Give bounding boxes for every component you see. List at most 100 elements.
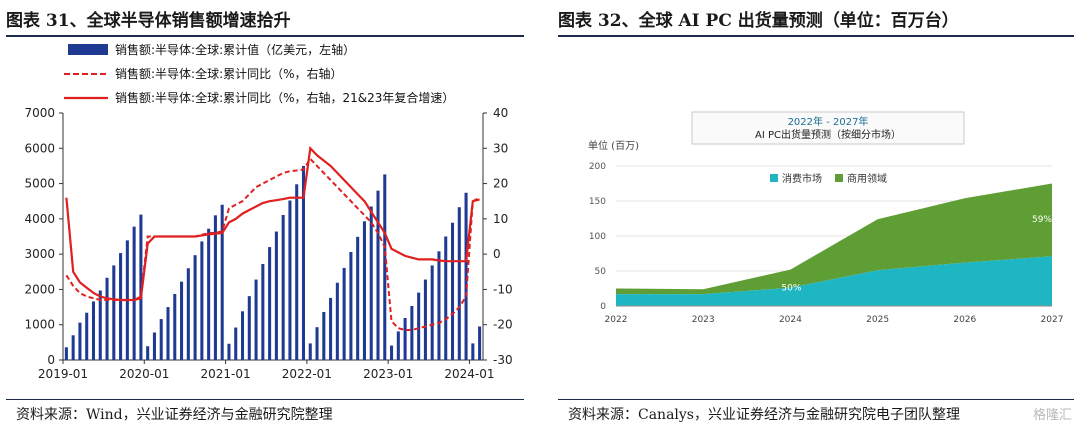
area-commercial	[616, 183, 1052, 295]
left-y-tick-label: 7000	[24, 106, 55, 120]
sales-bar	[207, 228, 211, 360]
sales-bar	[159, 319, 163, 360]
sales-bar	[261, 264, 265, 360]
sales-bar	[132, 226, 136, 360]
x-tick-label: 2019-01	[38, 367, 88, 381]
sales-bar	[329, 297, 333, 360]
x-tick-label: 2023	[692, 315, 715, 325]
sales-bar	[457, 207, 461, 360]
right-source-rule	[558, 399, 1074, 400]
chart-title-line2: AI PC出货量预测（按细分市场）	[755, 128, 901, 141]
sales-bar	[403, 318, 407, 360]
left-figure: 图表 31、全球半导体销售额增速拾升 0 1000 2000 3000 4000 5000…	[0, 0, 530, 429]
x-tick-label: 2024	[779, 315, 802, 325]
y-tick-label: 150	[589, 197, 606, 207]
right-y-tick-label: -20	[493, 318, 513, 332]
legend-swatch-commercial	[835, 174, 843, 182]
sales-bar	[315, 327, 319, 360]
sales-bar	[430, 265, 434, 360]
legend-label-solid: 销售额:半导体:全球:累计同比（%，右轴，21&23年复合增速）	[115, 90, 454, 105]
y-unit-label: 单位 (百万)	[588, 139, 639, 152]
x-tick-label: 2022-01	[282, 367, 332, 381]
sales-bar	[437, 251, 441, 360]
sales-bar	[234, 327, 238, 360]
sales-bar	[478, 326, 482, 360]
sales-bar	[322, 312, 326, 360]
sales-bar	[240, 311, 245, 360]
right-y-tick-label: 30	[493, 141, 508, 155]
x-tick-label: 2026	[953, 315, 976, 325]
x-tick-label: 2027	[1041, 315, 1064, 325]
yoy-dashed-line	[65, 157, 481, 331]
sales-bar	[417, 292, 421, 360]
sales-bar	[119, 253, 123, 360]
left-y-tick-label: 2000	[24, 282, 55, 296]
sales-bar	[396, 331, 400, 360]
x-tick-label: 2021-01	[201, 367, 251, 381]
right-y-tick-label: -10	[493, 282, 513, 296]
sales-bar	[308, 343, 312, 360]
right-y-tick-label: 40	[493, 106, 508, 120]
sales-bar	[288, 200, 292, 360]
legend-swatch-bars	[68, 44, 108, 55]
sales-bar	[180, 281, 184, 360]
left-y-tick-label: 4000	[24, 212, 55, 226]
left-source-rule	[6, 399, 524, 400]
legend-label-commercial: 商用领域	[847, 172, 887, 185]
legend-label-consumer: 消费市场	[782, 172, 822, 185]
sales-bar	[383, 174, 387, 360]
sales-bar	[173, 294, 177, 360]
sales-bar	[464, 192, 468, 360]
sales-bar	[254, 279, 258, 360]
legend-swatch-consumer	[770, 174, 778, 182]
sales-bar	[268, 247, 272, 360]
sales-bar	[193, 255, 197, 360]
sales-bar	[274, 231, 278, 360]
sales-bar	[390, 345, 394, 360]
sales-bar	[247, 296, 251, 360]
sales-bar	[213, 215, 217, 360]
sales-bar	[349, 252, 353, 360]
right-figure: 图表 32、全球 AI PC 出货量预测（单位：百万台） 2022年 - 202…	[552, 0, 1080, 429]
chart-title-line1: 2022年 - 2027年	[788, 115, 869, 128]
sales-bar	[78, 322, 82, 360]
sales-bar	[200, 241, 204, 360]
sales-bar	[220, 204, 224, 360]
area-consumer	[616, 256, 1052, 306]
right-figure-title: 图表 32、全球 AI PC 出货量预测（单位：百万台）	[558, 11, 959, 31]
watermark-logo: 格隆汇	[1032, 408, 1072, 423]
x-tick-label: 2023-01	[363, 367, 413, 381]
sales-bar	[281, 214, 285, 360]
sales-bar	[356, 236, 360, 360]
sales-bar	[105, 277, 109, 360]
right-y-tick-label: 0	[493, 247, 501, 261]
sales-bar	[146, 346, 150, 360]
x-tick-label: 2025	[866, 315, 889, 325]
sales-bar	[471, 343, 475, 360]
right-title-rule	[558, 35, 1074, 37]
left-figure-title: 图表 31、全球半导体销售额增速拾升	[6, 11, 291, 31]
sales-bar	[335, 282, 339, 360]
legend-label-bars: 销售额:半导体:全球:累计值（亿美元，左轴）	[115, 42, 355, 57]
sales-bar	[91, 301, 96, 360]
y-tick-label: 200	[589, 162, 606, 172]
y-tick-label: 50	[595, 267, 607, 277]
chart-title-box	[691, 111, 965, 145]
left-y-tick-label: 5000	[24, 177, 55, 191]
sales-bar	[342, 267, 346, 360]
right-source: 资料来源：Canalys，兴业证券经济与金融研究院电子团队整理	[568, 407, 960, 423]
left-title-rule	[6, 35, 524, 37]
yoy-cagr-line	[65, 145, 480, 302]
legend-label-dashed: 销售额:半导体:全球:累计同比（%，右轴）	[115, 66, 343, 81]
sales-bar	[166, 307, 170, 360]
right-y-tick-label: -30	[493, 353, 513, 367]
sales-bar	[139, 214, 143, 360]
sales-bar	[423, 279, 427, 360]
sales-bar	[227, 343, 231, 360]
right-y-tick-label: 10	[493, 212, 508, 226]
right-y-tick-label: 20	[493, 177, 508, 191]
annotation-2024-share: 50%	[781, 284, 801, 294]
sales-bar	[98, 290, 102, 360]
x-tick-label: 2022	[605, 315, 628, 325]
